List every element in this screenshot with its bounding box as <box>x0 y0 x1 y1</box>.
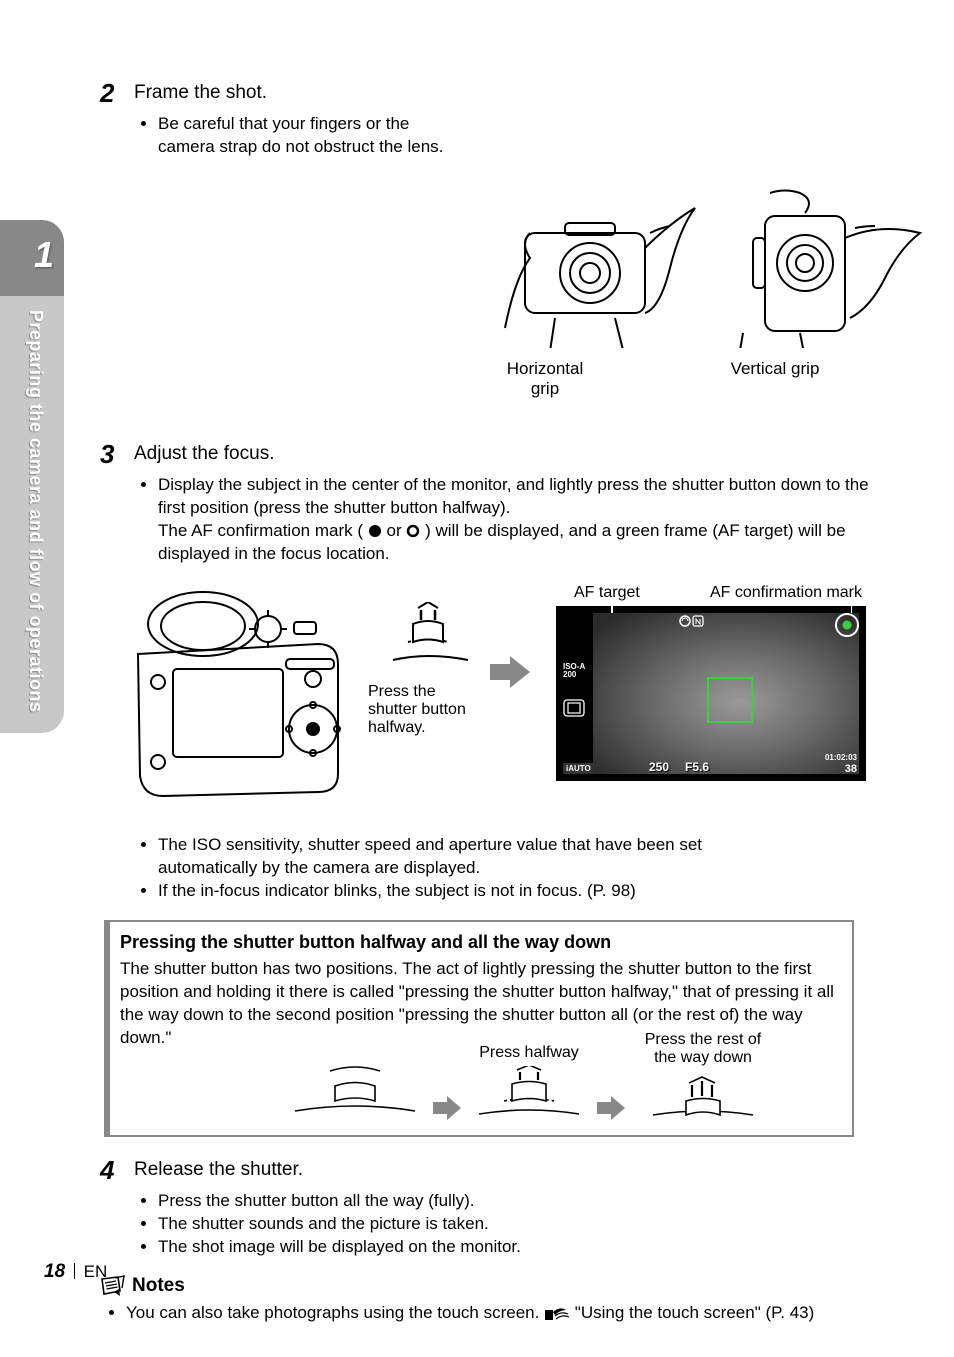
vertical-grip-figure: Vertical grip <box>725 178 935 399</box>
page-footer: 18 EN <box>44 1261 107 1283</box>
step4-b3: The shot image will be displayed on the … <box>158 1236 870 1259</box>
chapter-tab: 1 Preparing the camera and flow of opera… <box>0 220 64 780</box>
page-lang: EN <box>84 1262 108 1281</box>
shutter-half-icon <box>474 1066 584 1121</box>
step4-b2: The shutter sounds and the picture is ta… <box>158 1213 870 1236</box>
step-title: Adjust the focus. <box>134 443 274 470</box>
arrow-right-icon <box>488 654 532 690</box>
af-mark-outline-icon <box>406 524 420 538</box>
rec-time: 01:02:03 <box>825 753 857 762</box>
press-stage-1 <box>290 1057 420 1121</box>
notes-heading: Notes <box>100 1275 870 1297</box>
shutter-callout-box: Pressing the shutter button halfway and … <box>104 920 854 1137</box>
iauto-badge: iAUTO <box>563 763 594 774</box>
callout-body: The shutter button has two positions. Th… <box>120 959 834 1047</box>
step3-bullet2: The ISO sensitivity, shutter speed and a… <box>158 834 798 880</box>
step2-bullet: Be careful that your fingers or the came… <box>158 113 448 159</box>
bullet-text: Display the subject in the center of the… <box>158 475 869 517</box>
shutter-speed: 250 <box>649 760 669 774</box>
step-number: 4 <box>100 1155 134 1186</box>
chapter-title-box: Preparing the camera and flow of operati… <box>0 296 64 733</box>
step4-b1: Press the shutter button all the way (fu… <box>158 1190 870 1213</box>
step-number: 3 <box>100 439 134 470</box>
horizontal-grip-figure: Horizontal grip <box>495 178 705 399</box>
notes-item: You can also take photographs using the … <box>126 1301 870 1325</box>
chapter-title: Preparing the camera and flow of operati… <box>25 310 64 713</box>
shutter-button-icon <box>373 602 483 672</box>
press-stage-2: Press halfway <box>474 1044 584 1121</box>
callout-title: Pressing the shutter button halfway and … <box>120 932 838 953</box>
shots-remaining: 38 <box>845 763 857 775</box>
grip-label: Vertical grip <box>725 359 825 379</box>
step3-bullet3: If the in-focus indicator blinks, the su… <box>158 880 798 903</box>
bullet-text: or <box>386 521 406 540</box>
reference-icon <box>544 1306 570 1322</box>
camera-horizontal-icon <box>495 178 705 348</box>
shutter-full-icon <box>648 1071 758 1121</box>
arrow-right-icon <box>432 1095 462 1121</box>
af-target-frame <box>707 677 753 723</box>
arrow-right-icon <box>596 1095 626 1121</box>
shutter-up-icon <box>290 1061 420 1121</box>
chapter-number: 1 <box>34 234 54 276</box>
step-4-header: 4 Release the shutter. <box>100 1155 870 1186</box>
chapter-number-box: 1 <box>0 220 64 296</box>
af-confirmation-label: AF confirmation mark <box>710 584 862 602</box>
grip-label: Horizontal grip <box>495 359 595 399</box>
af-confirmation-icon <box>833 611 861 639</box>
step3-bullet1: Display the subject in the center of the… <box>158 474 878 566</box>
is-icon <box>679 615 707 627</box>
camera-lcd-preview: ISO-A 200 iAUTO 250 F5.6 01:02:03 38 <box>556 606 866 781</box>
step-2-header: 2 Frame the shot. <box>100 78 870 109</box>
aperture-value: F5.6 <box>685 760 709 774</box>
step-3-header: 3 Adjust the focus. <box>100 439 870 470</box>
note-text: You can also take photographs using the … <box>126 1303 544 1322</box>
camera-vertical-icon <box>725 178 935 348</box>
bullet-text: The AF confirmation mark ( <box>158 521 363 540</box>
shutter-caption: Press the shutter button halfway. <box>368 683 488 737</box>
camera-back-icon <box>118 584 358 804</box>
af-target-label: AF target <box>574 584 640 602</box>
af-mark-filled-icon <box>368 524 382 538</box>
step-title: Frame the shot. <box>134 82 267 109</box>
step-title: Release the shutter. <box>134 1159 303 1186</box>
notes-label: Notes <box>132 1275 185 1297</box>
iso-label: ISO-A 200 <box>563 663 585 679</box>
shutter-half-figure: Press the shutter button halfway. <box>368 602 488 737</box>
note-text: "Using the touch screen" (P. 43) <box>575 1303 815 1322</box>
sequential-icon <box>563 699 585 717</box>
page-number: 18 <box>44 1261 65 1282</box>
step-number: 2 <box>100 78 134 109</box>
